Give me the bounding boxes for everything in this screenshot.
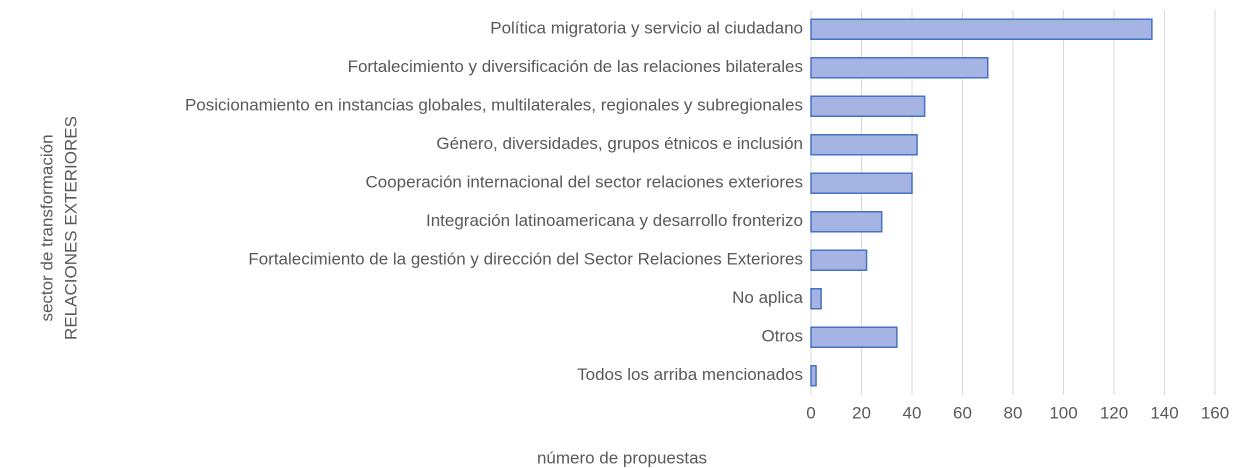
y-tick-label: Fortalecimiento de la gestión y direcció…	[248, 250, 803, 269]
x-tick-label: 80	[1004, 403, 1023, 422]
x-axis-label: número de propuestas	[537, 448, 707, 467]
bar	[810, 57, 989, 79]
bar	[810, 288, 822, 310]
bar	[810, 95, 926, 117]
bar	[810, 365, 817, 387]
y-tick-label: Política migratoria y servicio al ciudad…	[490, 19, 803, 38]
y-tick-label: Todos los arriba mencionados	[577, 365, 803, 384]
bar	[810, 249, 868, 271]
x-tick-label: 120	[1100, 403, 1128, 422]
x-tick-label: 0	[806, 403, 815, 422]
bar	[810, 134, 918, 156]
bar	[810, 18, 1153, 40]
x-tick-label: 140	[1150, 403, 1178, 422]
y-tick-label: Cooperación internacional del sector rel…	[365, 173, 803, 192]
y-tick-label: No aplica	[732, 288, 803, 307]
bar	[810, 211, 883, 233]
x-tick-label: 160	[1201, 403, 1229, 422]
y-tick-label: Posicionamiento en instancias globales, …	[185, 96, 803, 115]
bar	[810, 326, 898, 348]
y-axis-label: RELACIONES EXTERIORES	[61, 116, 80, 340]
x-tick-label: 40	[903, 403, 922, 422]
y-tick-label: Otros	[761, 327, 803, 346]
bar	[810, 172, 913, 194]
x-tick-label: 60	[953, 403, 972, 422]
x-tick-label: 20	[852, 403, 871, 422]
y-axis-label: sector de transformación	[37, 134, 56, 321]
y-tick-label: Fortalecimiento y diversificación de las…	[348, 57, 803, 76]
y-tick-label: Integración latinoamericana y desarrollo…	[426, 211, 803, 230]
x-tick-label: 100	[1049, 403, 1077, 422]
y-tick-label: Género, diversidades, grupos étnicos e i…	[436, 134, 803, 153]
